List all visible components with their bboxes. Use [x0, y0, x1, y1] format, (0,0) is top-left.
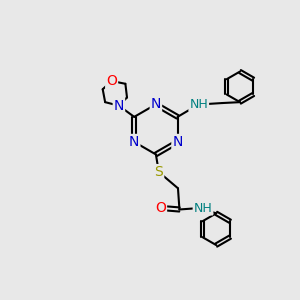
Text: NH: NH	[194, 202, 212, 214]
Text: O: O	[106, 74, 117, 88]
Text: N: N	[151, 98, 161, 111]
Text: N: N	[114, 99, 124, 113]
Text: N: N	[172, 135, 183, 149]
Text: N: N	[129, 135, 140, 149]
Text: S: S	[154, 165, 163, 179]
Text: O: O	[155, 201, 166, 215]
Text: NH: NH	[189, 98, 208, 111]
